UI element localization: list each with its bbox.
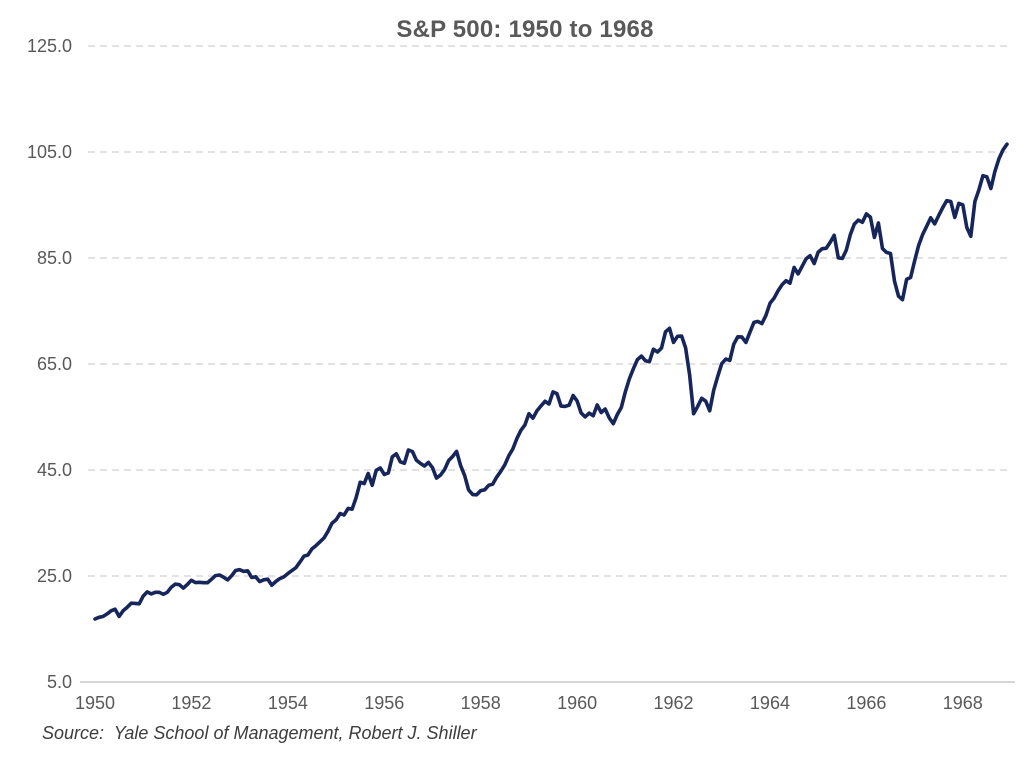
- x-tick-label: 1952: [171, 693, 212, 713]
- y-tick-label: 105.0: [26, 142, 72, 162]
- x-tick-label: 1966: [846, 693, 887, 713]
- x-tick-label: 1962: [653, 693, 694, 713]
- x-tick-label: 1950: [74, 693, 116, 713]
- x-tick-label: 1968: [942, 693, 983, 713]
- x-tick-label: 1960: [557, 693, 598, 713]
- y-tick-label: 45.0: [36, 460, 72, 480]
- x-tick-label: 1958: [460, 693, 501, 713]
- x-tick-label: 1954: [267, 693, 308, 713]
- sp500-line-series: [93, 142, 1009, 621]
- y-tick-label: 5.0: [46, 672, 72, 692]
- y-tick-label: 125.0: [26, 36, 72, 56]
- x-tick-label: 1956: [364, 693, 405, 713]
- x-tick-label: 1964: [749, 693, 790, 713]
- y-tick-label: 85.0: [36, 248, 72, 268]
- chart-title: S&P 500: 1950 to 1968: [396, 16, 654, 43]
- y-tick-label: 65.0: [36, 354, 72, 374]
- source-note: Source: Yale School of Management, Rober…: [42, 723, 477, 743]
- y-tick-label: 25.0: [36, 566, 72, 586]
